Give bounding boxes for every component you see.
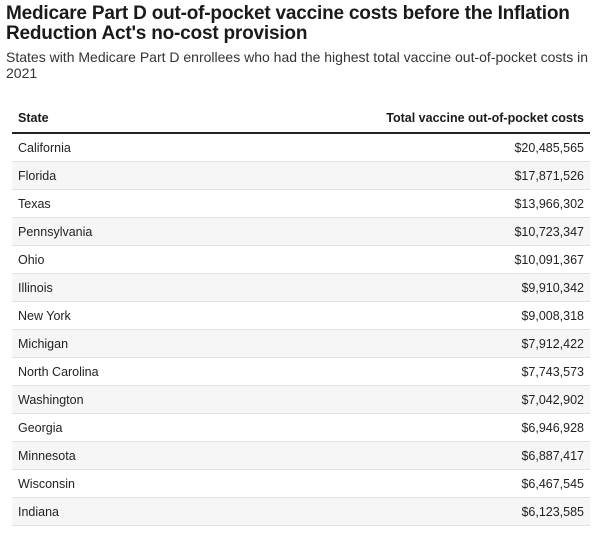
table-row: Pennsylvania $10,723,347	[12, 217, 590, 246]
cell-cost: $6,123,585	[189, 497, 590, 526]
table-row: Texas $13,966,302	[12, 189, 590, 218]
cell-state: Michigan	[12, 329, 190, 358]
cell-state: Ohio	[12, 245, 190, 274]
data-table: State Total vaccine out-of-pocket costs …	[12, 103, 590, 526]
cell-cost: $13,966,302	[189, 189, 590, 218]
table-row: Washington $7,042,902	[12, 385, 590, 414]
table-row: New York $9,008,318	[12, 301, 590, 330]
table-row: Minnesota $6,887,417	[12, 441, 590, 470]
cell-cost: $10,091,367	[189, 245, 590, 274]
cell-cost: $7,743,573	[189, 357, 590, 386]
cell-cost: $20,485,565	[189, 133, 590, 162]
cell-cost: $17,871,526	[189, 161, 590, 190]
table-row: North Carolina $7,743,573	[12, 357, 590, 386]
cell-state: Indiana	[12, 497, 190, 526]
cell-cost: $9,910,342	[189, 273, 590, 302]
cell-state: California	[12, 133, 190, 162]
cell-state: Minnesota	[12, 441, 190, 470]
cell-state: Texas	[12, 189, 190, 218]
cell-state: New York	[12, 301, 190, 330]
table-row: Georgia $6,946,928	[12, 413, 590, 442]
cell-cost: $10,723,347	[189, 217, 590, 246]
cell-state: Wisconsin	[12, 469, 190, 498]
cell-state: Florida	[12, 161, 190, 190]
table-row: Wisconsin $6,467,545	[12, 469, 590, 498]
table-row: Michigan $7,912,422	[12, 329, 590, 358]
table-body: California $20,485,565 Florida $17,871,526 T…	[12, 133, 590, 526]
table-row: Illinois $9,910,342	[12, 273, 590, 302]
column-header-cost: Total vaccine out-of-pocket costs	[189, 103, 590, 134]
table-row: Ohio $10,091,367	[12, 245, 590, 274]
chart-title: Medicare Part D out-of-pocket vaccine co…	[6, 3, 570, 44]
cell-state: North Carolina	[12, 357, 190, 386]
chart-subtitle: States with Medicare Part D enrollees wh…	[6, 49, 589, 81]
chart-container: Medicare Part D out-of-pocket vaccine co…	[6, 3, 590, 526]
cell-cost: $9,008,318	[189, 301, 590, 330]
cell-state: Pennsylvania	[12, 217, 190, 246]
cell-cost: $6,467,545	[189, 469, 590, 498]
cell-state: Georgia	[12, 413, 190, 442]
table-row: California $20,485,565	[12, 133, 590, 162]
cell-state: Washington	[12, 385, 190, 414]
table-row: Florida $17,871,526	[12, 161, 590, 190]
column-header-state: State	[12, 103, 190, 134]
header-row: State Total vaccine out-of-pocket costs	[12, 103, 590, 134]
table-header: State Total vaccine out-of-pocket costs	[12, 103, 590, 134]
cell-cost: $6,946,928	[189, 413, 590, 442]
cell-cost: $7,042,902	[189, 385, 590, 414]
table-row: Indiana $6,123,585	[12, 497, 590, 526]
cell-cost: $7,912,422	[189, 329, 590, 358]
cell-state: Illinois	[12, 273, 190, 302]
cell-cost: $6,887,417	[189, 441, 590, 470]
